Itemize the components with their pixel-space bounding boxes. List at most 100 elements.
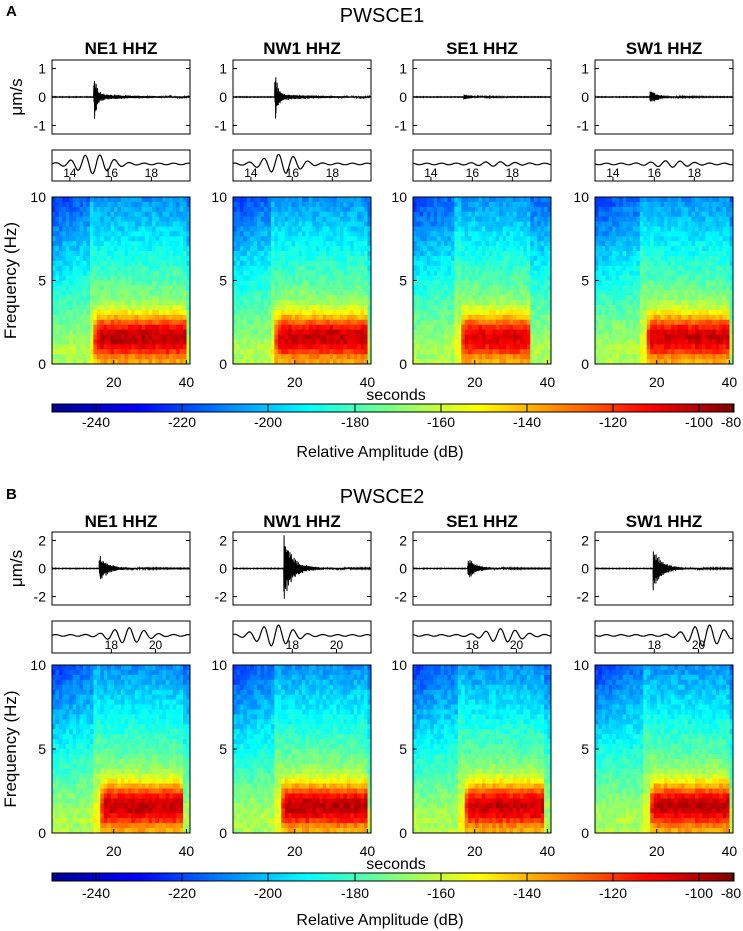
spectrogram-cell — [423, 309, 428, 316]
spectrogram-cell — [360, 275, 365, 281]
spectrogram-cell — [519, 329, 524, 335]
spectrogram-cell — [302, 314, 306, 321]
spectrogram-cell — [103, 216, 108, 222]
spectrogram-cell — [127, 265, 132, 272]
spectrogram-cell — [423, 334, 428, 340]
spectrogram-cell — [233, 285, 237, 291]
spectrogram-cell — [495, 275, 500, 281]
spectrogram-cell — [502, 275, 507, 281]
spectrogram-cell — [526, 344, 531, 350]
spectrogram-cell — [437, 300, 441, 306]
spectrogram-cell — [471, 206, 476, 213]
spectrogram-cell — [475, 255, 479, 262]
spectrogram-cell — [357, 275, 362, 281]
spectrogram-cell — [523, 246, 528, 252]
spectrogram-cell — [430, 260, 435, 267]
spectrogram-cell — [103, 324, 108, 331]
spectrogram-cell — [509, 290, 514, 296]
spectrogram-cell — [475, 324, 479, 331]
spectrogram-cell — [62, 329, 67, 335]
spectrogram-cell — [322, 334, 327, 340]
spectrogram-cell — [315, 309, 320, 316]
spectrogram-cell — [639, 231, 644, 237]
spectrogram-cell — [295, 241, 299, 247]
spectrogram-cell — [233, 226, 237, 232]
spectrogram-cell — [284, 236, 289, 242]
spectrogram-cell — [636, 334, 641, 340]
spectrogram-cell — [96, 221, 101, 227]
spectrogram-cell — [169, 314, 174, 321]
spectrogram-cell — [58, 285, 63, 291]
spectrogram-cell — [117, 329, 122, 335]
spectrogram-cell — [69, 231, 74, 237]
spectrogram-cell — [660, 309, 665, 316]
spectrogram-cell — [482, 270, 486, 276]
spectrogram-cell — [509, 300, 514, 306]
spectrogram-cell — [179, 280, 184, 286]
spectrogram-cell — [339, 221, 344, 227]
spectrogram-cell — [319, 236, 324, 242]
spectrogram-cell — [96, 290, 101, 296]
spectrogram-cell — [267, 211, 272, 218]
y-tick-label: 10 — [30, 189, 46, 205]
spectrogram-cell — [343, 197, 348, 203]
spectrogram-cell — [124, 305, 129, 311]
spectrogram-cell — [65, 236, 70, 242]
spectrogram-cell — [124, 236, 129, 242]
spectrogram-cell — [152, 324, 156, 331]
spectrogram-cell — [482, 226, 486, 232]
spectrogram-cell — [499, 280, 504, 286]
spectrogram-cell — [464, 309, 469, 316]
spectrogram-cell — [336, 236, 341, 242]
spectrogram-cell — [333, 201, 337, 208]
spectrogram-cell — [519, 265, 524, 272]
spectrogram-cell — [440, 329, 445, 335]
spectrogram-cell — [622, 280, 627, 286]
spectrogram-cell — [629, 319, 634, 326]
spectrogram-cell — [270, 197, 275, 203]
spectrogram-cell — [450, 211, 455, 218]
spectrogram-cell — [468, 285, 473, 291]
spectrogram-cell — [79, 339, 84, 345]
spectrogram-cell — [158, 309, 163, 316]
spectrogram-cell — [601, 359, 606, 365]
spectrogram-cell — [426, 314, 431, 321]
y-tick-label: 1 — [219, 61, 227, 77]
spectrogram-cell — [298, 231, 303, 237]
spectrogram-cell — [284, 197, 289, 203]
spectrogram-cell — [270, 270, 275, 276]
spectrogram-cell — [233, 290, 237, 296]
spectrogram-cell — [360, 290, 365, 296]
spectrogram-cell — [127, 280, 132, 286]
spectrogram-cell — [523, 354, 528, 360]
spectrogram-cell — [632, 319, 637, 326]
spectrogram-cell — [284, 334, 289, 340]
spectrogram-cell — [138, 319, 143, 326]
spectrogram-cell — [419, 344, 424, 350]
spectrogram-cell — [131, 201, 136, 208]
spectrogram-cell — [250, 290, 255, 296]
y-tick-label: 0 — [219, 89, 227, 105]
spectrogram-cell — [540, 344, 545, 350]
spectrogram-cell — [93, 226, 98, 232]
spectrogram-cell — [433, 197, 438, 203]
spectrogram-cell — [519, 309, 524, 316]
spectrogram-cell — [281, 339, 286, 345]
spectrogram-cell — [83, 231, 87, 237]
spectrogram-cell — [322, 236, 327, 242]
spectrogram-cell — [367, 216, 372, 222]
spectrogram-cell — [79, 197, 84, 203]
spectrogram-cell — [540, 211, 545, 218]
spectrogram-cell — [55, 221, 60, 227]
spectrogram-cell — [437, 201, 441, 208]
spectrogram-cell — [326, 305, 330, 311]
spectrogram-cell — [110, 280, 115, 286]
spectrogram-cell — [291, 359, 296, 365]
spectrogram-cell — [509, 354, 514, 360]
spectrogram-cell — [295, 231, 299, 237]
spectrogram-cell — [291, 309, 296, 316]
spectrogram-cell — [236, 344, 241, 350]
spectrogram-cell — [601, 201, 606, 208]
spectrogram-cell — [664, 201, 668, 208]
spectrogram-cell — [667, 285, 672, 291]
